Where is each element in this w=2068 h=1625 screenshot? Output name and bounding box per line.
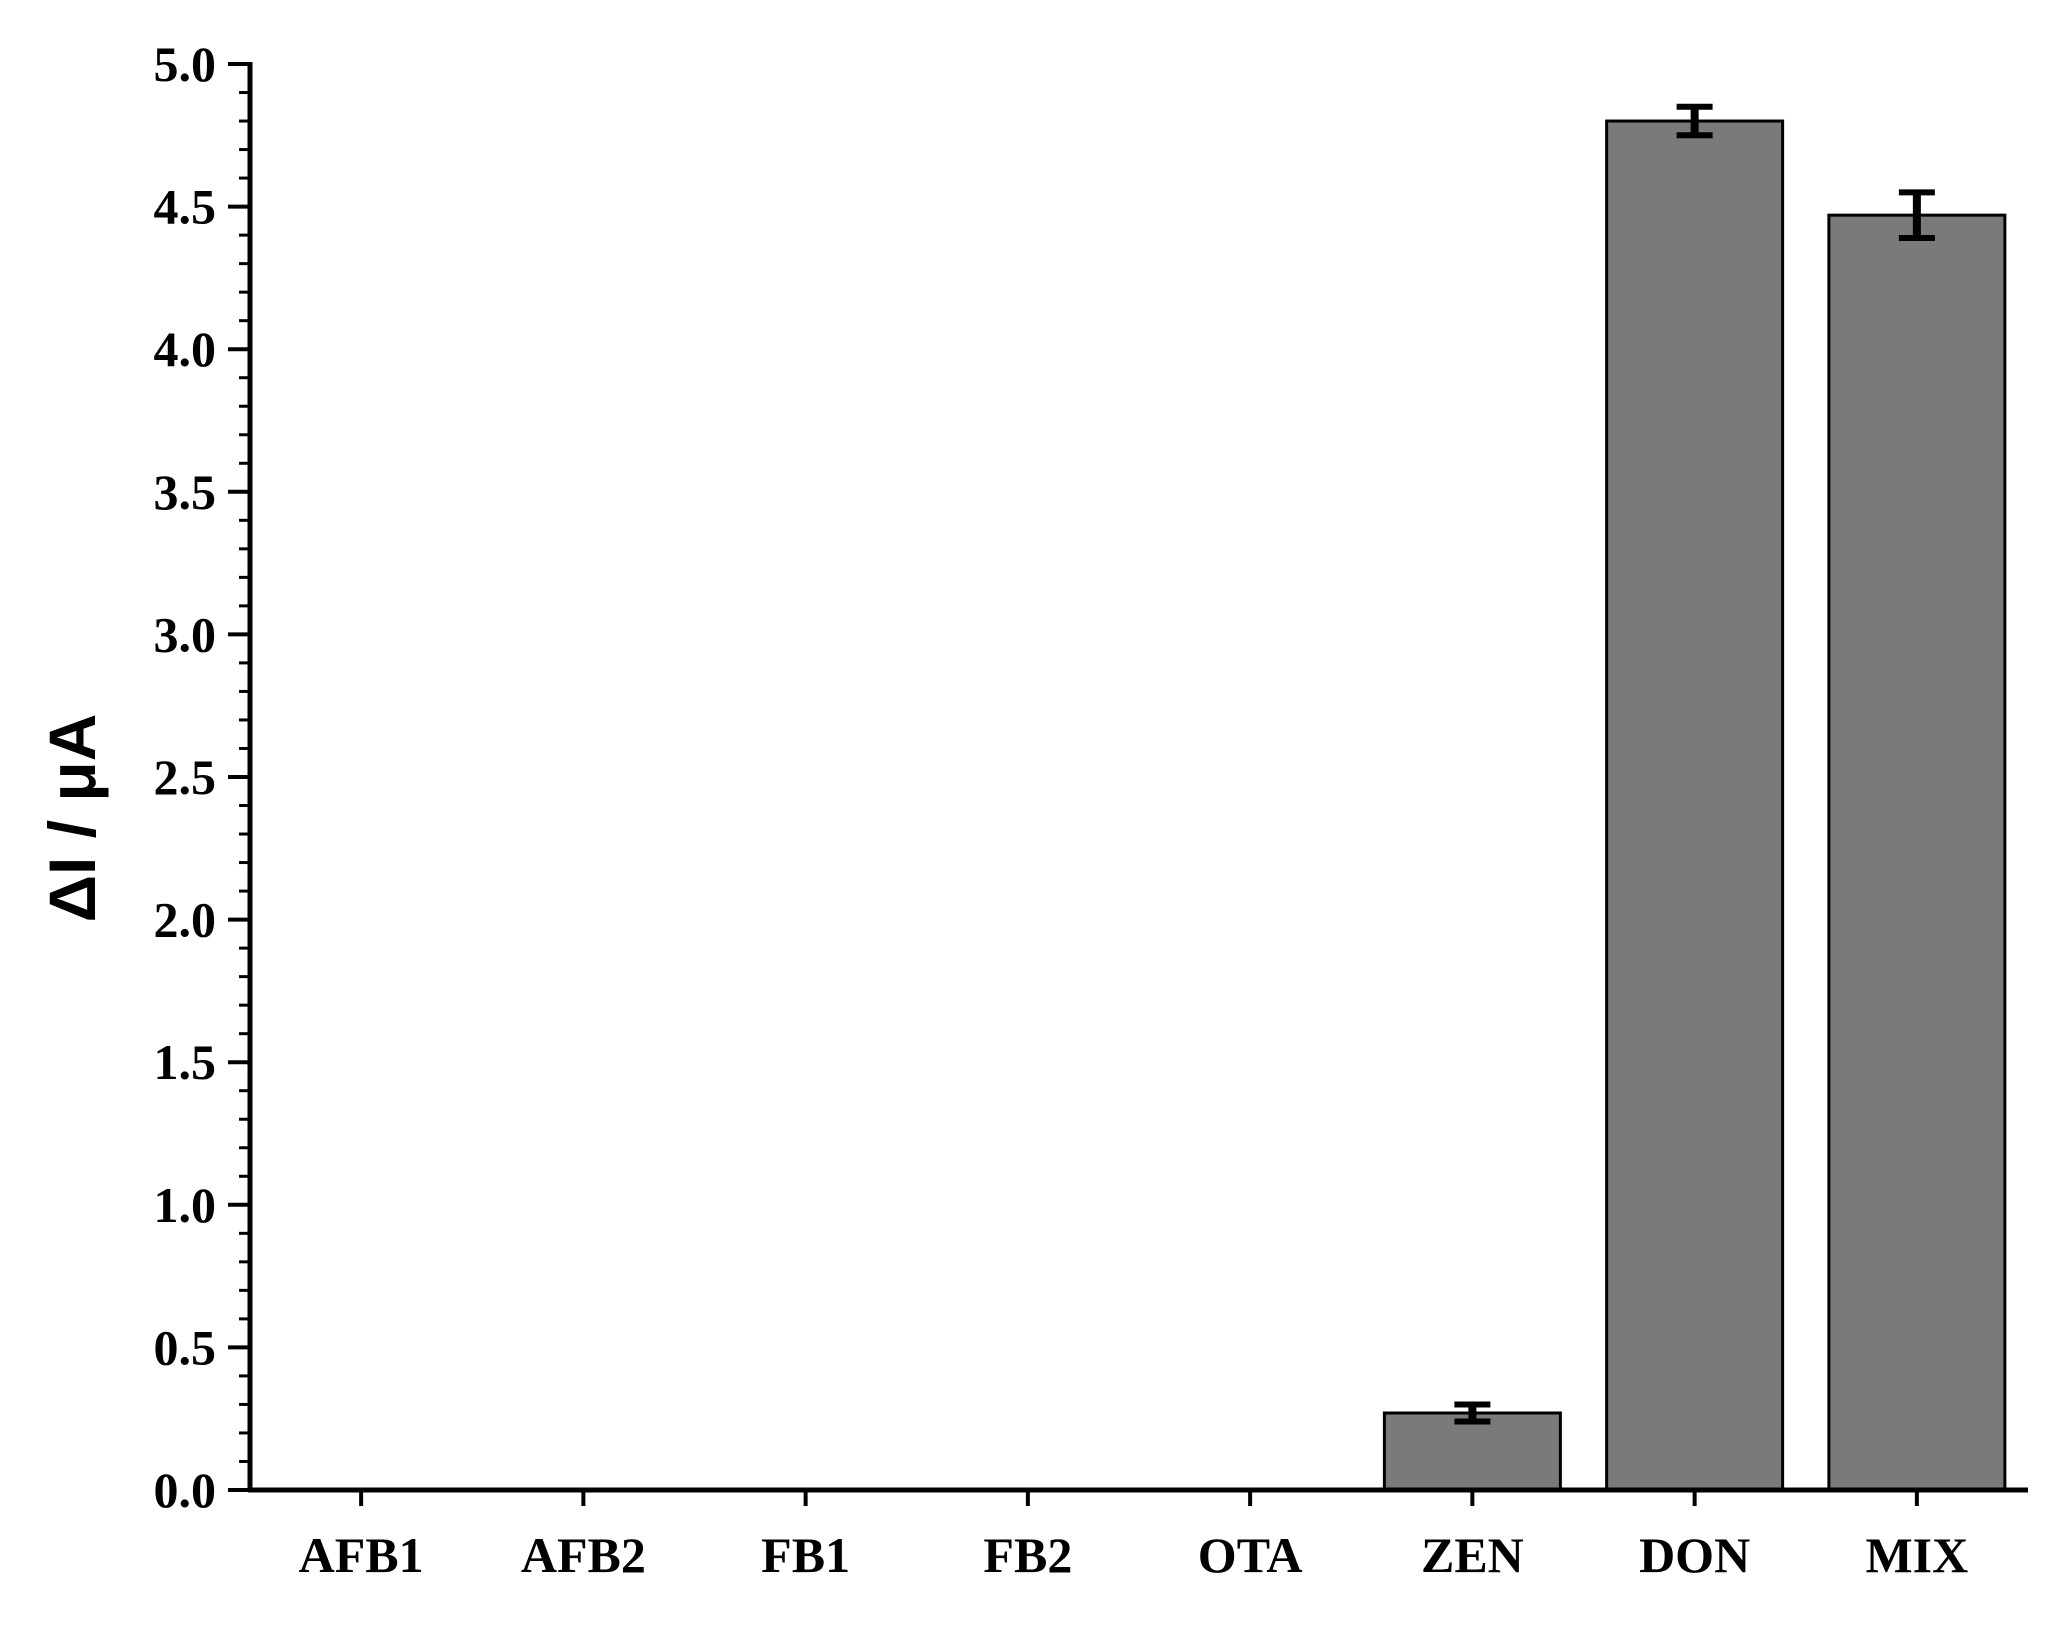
y-tick-label: 2.0 — [154, 892, 217, 948]
y-axis-title: ΔI / μA — [35, 714, 109, 923]
x-tick-label-afb2: AFB2 — [521, 1527, 646, 1583]
bars — [1382, 119, 2007, 1492]
y-tick-label: 3.0 — [154, 606, 217, 662]
error-bars — [1454, 103, 1935, 1425]
y-tick-label: 0.5 — [154, 1319, 217, 1375]
x-tick-label-ota: OTA — [1198, 1527, 1303, 1583]
x-tick-label-don: DON — [1639, 1527, 1750, 1583]
bar-don — [1605, 119, 1785, 1492]
x-tick-label-afb1: AFB1 — [299, 1527, 424, 1583]
y-tick-label: 0.0 — [154, 1462, 217, 1518]
x-tick-label-fb2: FB2 — [983, 1527, 1072, 1583]
x-tick-label-mix: MIX — [1865, 1527, 1968, 1583]
y-axis-ticks: 0.0 0.5 1.0 1.5 2.0 2.5 3.0 3.5 4.0 4.5 5.0 — [154, 36, 250, 1518]
x-tick-label-fb1: FB1 — [761, 1527, 850, 1583]
y-tick-label: 4.5 — [154, 179, 217, 235]
y-tick-label: 2.5 — [154, 749, 217, 805]
error-bar-don — [1676, 103, 1713, 139]
y-tick-label: 3.5 — [154, 464, 217, 520]
y-tick-label: 5.0 — [154, 36, 217, 92]
bar-mix — [1827, 213, 2007, 1492]
y-tick-label: 1.5 — [154, 1034, 217, 1090]
bar-zen — [1382, 1411, 1562, 1492]
error-bar-mix — [1898, 189, 1935, 241]
error-bar-zen — [1454, 1401, 1491, 1425]
y-tick-label: 1.0 — [154, 1177, 217, 1233]
x-tick-label-zen: ZEN — [1421, 1527, 1524, 1583]
y-tick-label: 4.0 — [154, 321, 217, 377]
x-axis-ticks: AFB1 AFB2 FB1 FB2 OTA ZEN DON MIX — [299, 1490, 1968, 1583]
